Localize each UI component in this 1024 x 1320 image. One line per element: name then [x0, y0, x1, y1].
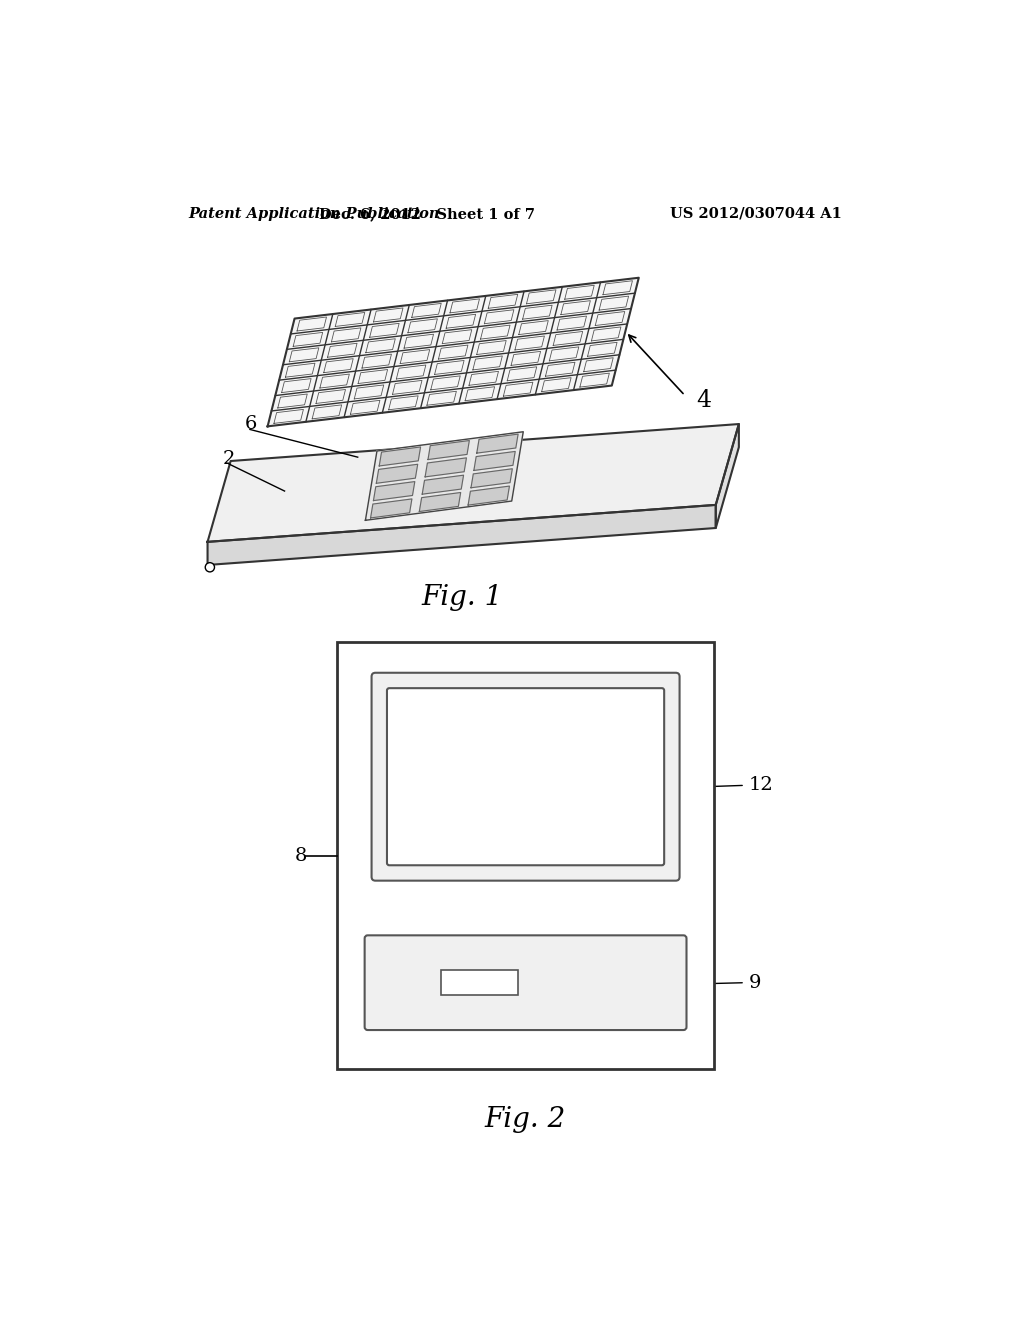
Text: Fig. 1: Fig. 1 — [421, 583, 503, 611]
Text: 6: 6 — [245, 414, 257, 433]
Polygon shape — [267, 277, 639, 426]
Polygon shape — [428, 441, 469, 459]
Text: 8: 8 — [295, 846, 307, 865]
Polygon shape — [371, 499, 412, 517]
Text: 9: 9 — [749, 974, 762, 991]
Text: 2: 2 — [223, 450, 236, 467]
Polygon shape — [468, 486, 509, 506]
Bar — [441, 970, 518, 995]
Polygon shape — [366, 432, 523, 520]
Bar — [337, 642, 714, 1069]
Polygon shape — [425, 458, 467, 477]
Polygon shape — [420, 492, 461, 512]
Polygon shape — [208, 424, 739, 543]
Polygon shape — [474, 451, 515, 470]
Text: 4: 4 — [696, 389, 712, 412]
Polygon shape — [377, 465, 418, 483]
Polygon shape — [471, 469, 512, 488]
Polygon shape — [716, 424, 739, 528]
Polygon shape — [208, 506, 716, 565]
Polygon shape — [374, 482, 415, 500]
Circle shape — [205, 562, 214, 572]
Text: US 2012/0307044 A1: US 2012/0307044 A1 — [670, 207, 842, 220]
Text: Patent Application Publication: Patent Application Publication — [188, 207, 440, 220]
Polygon shape — [477, 434, 518, 453]
Polygon shape — [379, 447, 421, 466]
FancyBboxPatch shape — [372, 673, 680, 880]
Polygon shape — [422, 475, 464, 494]
Text: Fig. 2: Fig. 2 — [484, 1106, 565, 1133]
Text: 12: 12 — [749, 776, 773, 795]
FancyBboxPatch shape — [365, 936, 686, 1030]
Text: Dec. 6, 2012   Sheet 1 of 7: Dec. 6, 2012 Sheet 1 of 7 — [319, 207, 535, 220]
FancyBboxPatch shape — [387, 688, 665, 866]
